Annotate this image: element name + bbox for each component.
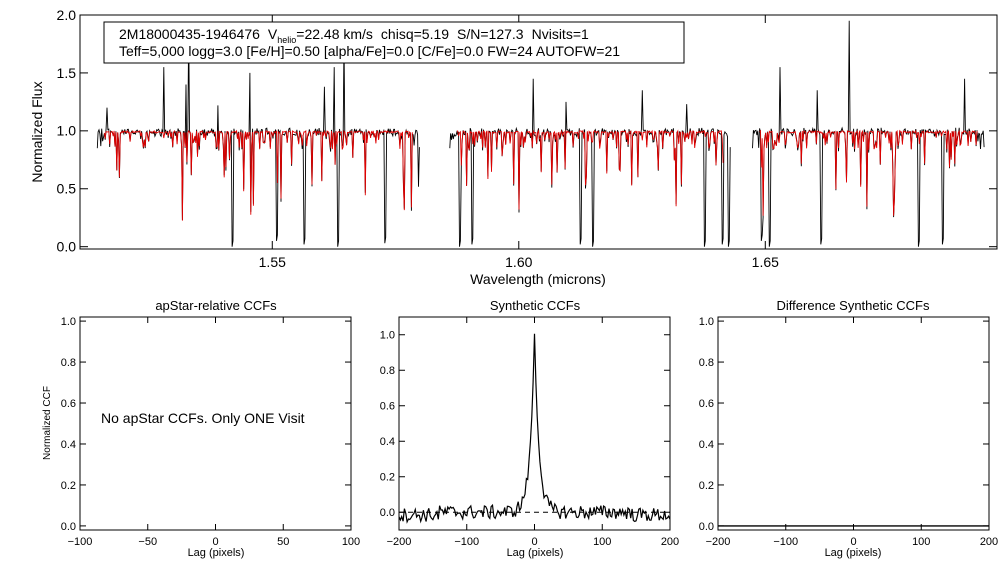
difference-ccf-y-ticks: 0.0 0.2 0.4 0.6 0.8 1.0 [699, 316, 989, 533]
x-tick-label: −200 [387, 536, 412, 548]
y-tick-label: 0.4 [61, 439, 76, 451]
y-tick-label: 0.8 [380, 365, 395, 377]
x-tick-label: 0 [850, 536, 856, 548]
legend-snr: S/N=127.3 [457, 26, 524, 42]
synthetic-ccf-title: Synthetic CCFs [490, 298, 581, 313]
x-tick-label: 1.55 [259, 254, 286, 270]
difference-ccf-title: Difference Synthetic CCFs [777, 298, 930, 313]
difference-ccf-panel: Difference Synthetic CCFs Lag (pixels) −… [699, 298, 998, 559]
x-tick-label: 200 [980, 536, 998, 548]
spectrum-panel: 1.55 1.60 1.65 0.0 0.5 1.0 1.5 2.0 Wavelength … [29, 7, 998, 287]
model-spectrum-chip-2 [456, 129, 724, 210]
model-spectrum-series [103, 129, 978, 221]
x-tick-label: −50 [138, 536, 157, 548]
apstar-ccf-title: apStar-relative CCFs [155, 298, 277, 313]
x-tick-label: −100 [454, 536, 479, 548]
y-tick-label: 1.0 [61, 316, 76, 328]
y-tick-label: 0.8 [699, 357, 714, 369]
y-tick-label: 0.6 [61, 398, 76, 410]
legend-params: Teff=5,000 logg=3.0 [Fe/H]=0.50 [alpha/F… [119, 43, 620, 59]
y-tick-label: 0.5 [57, 181, 77, 197]
x-tick-label: 1.60 [505, 254, 532, 270]
difference-ccf-x-axis-label: Lag (pixels) [825, 547, 882, 559]
y-tick-label: 0.4 [380, 436, 395, 448]
y-tick-label: 0.2 [380, 472, 395, 484]
model-spectrum-chip-3 [759, 129, 978, 216]
apstar-ccf-panel: apStar-relative CCFs Lag (pixels) Normal… [42, 298, 360, 559]
legend-nvisits: Nvisits=1 [532, 26, 589, 42]
y-tick-label: 1.0 [57, 123, 77, 139]
x-tick-label: 100 [912, 536, 930, 548]
y-tick-label: 1.0 [380, 330, 395, 342]
legend-v-value: =22.48 km/s [296, 26, 373, 42]
legend-frame [103, 21, 685, 64]
apstar-ccf-y-axis-label: Normalized CCF [42, 386, 53, 460]
spectrum-axes-frame [79, 14, 998, 250]
y-tick-label: 0.0 [57, 239, 77, 255]
x-tick-label: 1.65 [752, 254, 779, 270]
synthetic-ccf-x-axis-label: Lag (pixels) [507, 547, 564, 559]
legend-line-1: 2M18000435-1946476 Vhelio=22.48 km/s chisq… [119, 26, 589, 45]
x-tick-label: 100 [593, 536, 611, 548]
synthetic-ccf-x-ticks: −200 −100 0 100 200 [387, 317, 679, 548]
y-tick-label: 0.6 [699, 398, 714, 410]
apstar-ccf-y-ticks: 0.0 0.2 0.4 0.6 0.8 1.0 [61, 316, 351, 533]
no-ccf-annotation: No apStar CCFs. Only ONE Visit [101, 410, 305, 426]
legend-v-subscript: helio [277, 35, 296, 45]
x-tick-label: −200 [706, 536, 731, 548]
synthetic-ccf-y-ticks: 0.0 0.2 0.4 0.6 0.8 1.0 [380, 330, 670, 519]
y-tick-label: 0.4 [699, 439, 714, 451]
spectrum-y-ticks: 0.0 0.5 1.0 1.5 2.0 [57, 7, 997, 255]
y-tick-label: 0.0 [699, 521, 714, 533]
x-tick-label: 0 [531, 536, 537, 548]
spectrum-x-ticks: 1.55 1.60 1.65 [259, 15, 779, 270]
synthetic-ccf-curve [398, 333, 671, 524]
y-tick-label: 0.0 [380, 507, 395, 519]
apstar-ccf-x-ticks: −100 −50 0 50 100 [68, 317, 360, 548]
y-tick-label: 1.0 [699, 316, 714, 328]
legend-object-id: 2M18000435-1946476 [119, 26, 260, 42]
y-tick-label: 0.8 [61, 357, 76, 369]
y-tick-label: 0.6 [380, 401, 395, 413]
x-tick-label: −100 [773, 536, 798, 548]
legend-v-symbol: V [268, 26, 278, 42]
x-tick-label: 50 [277, 536, 289, 548]
synthetic-ccf-panel: Synthetic CCFs Lag (pixels) −200 −100 0 100… [380, 298, 679, 559]
difference-ccf-axes-frame [717, 316, 990, 531]
spectrum-y-axis-label: Normalized Flux [29, 81, 45, 182]
y-tick-label: 2.0 [57, 7, 77, 23]
difference-ccf-x-ticks: −200 −100 0 100 200 [706, 317, 998, 548]
x-tick-label: −100 [68, 536, 93, 548]
spectrum-legend-box: 2M18000435-1946476 Vhelio=22.48 km/s chisq… [103, 21, 685, 64]
ccf-line [398, 333, 671, 524]
legend-chisq: chisq=5.19 [381, 26, 449, 42]
y-tick-label: 1.5 [57, 65, 77, 81]
y-tick-label: 0.2 [699, 480, 714, 492]
x-tick-label: 100 [342, 536, 360, 548]
apstar-ccf-x-axis-label: Lag (pixels) [188, 547, 245, 559]
model-spectrum-chip-1 [103, 129, 413, 221]
y-tick-label: 0.0 [61, 521, 76, 533]
spectrum-x-axis-label: Wavelength (microns) [470, 271, 606, 287]
x-tick-label: 200 [661, 536, 679, 548]
y-tick-label: 0.2 [61, 480, 76, 492]
x-tick-label: 0 [212, 536, 218, 548]
